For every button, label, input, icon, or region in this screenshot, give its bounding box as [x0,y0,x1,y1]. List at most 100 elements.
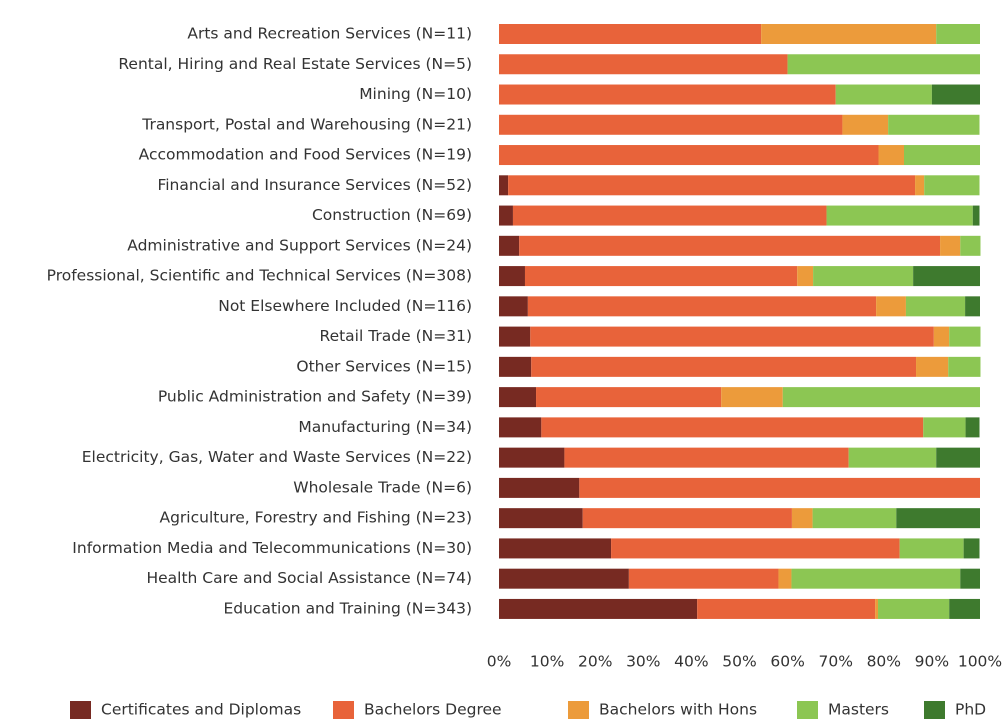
category-label: Professional, Scientific and Technical S… [47,267,472,285]
category-label: Health Care and Social Assistance (N=74) [146,569,472,587]
bar-segment [531,356,917,377]
bar-segment [541,417,924,438]
bar-segment [913,266,980,287]
category-label: Financial and Insurance Services (N=52) [157,176,472,194]
bar-segment [499,387,537,408]
bar-segment [499,205,513,226]
bar-segment [905,296,966,317]
bar-segment [936,24,980,44]
bar-segment [915,175,925,196]
bar-segment [916,356,949,377]
bar-segment [924,175,980,196]
legend-swatch [797,701,818,719]
bar-segment [842,114,889,135]
bar-segment [499,266,525,287]
bar-segment [848,447,937,468]
bar-segment [530,326,934,347]
legend-swatch [70,701,91,719]
x-tick-label: 80% [867,653,901,671]
bar-segment [813,266,914,287]
bar-segment [778,568,792,589]
x-tick-label: 30% [626,653,660,671]
legend-label: PhD [955,701,986,719]
bar-segment [508,175,916,196]
category-label: Wholesale Trade (N=6) [293,478,472,496]
bar-segment [628,568,779,589]
bar-segment [949,326,981,347]
category-label: Agriculture, Forestry and Fishing (N=23) [159,509,472,527]
category-label: Arts and Recreation Services (N=11) [187,25,472,43]
category-label: Administrative and Support Services (N=2… [127,236,472,254]
bar-segment [936,447,980,468]
x-tick-label: 0% [487,653,512,671]
legend-label: Certificates and Diplomas [101,701,301,719]
category-label: Accommodation and Food Services (N=19) [139,146,472,164]
legend-label: Masters [828,701,889,719]
bar-segment [499,84,836,105]
bar-segment [826,205,973,226]
bar-segment [761,24,937,44]
bar-segment [876,296,906,317]
category-label: Public Administration and Safety (N=39) [158,388,472,406]
bar-segment [499,568,629,589]
bar-segment [960,235,981,256]
bar-segment [499,598,698,619]
category-label: Retail Trade (N=31) [320,327,473,345]
bar-segment [812,508,897,529]
x-tick-label: 70% [818,653,852,671]
bar-segment [835,84,932,105]
bar-segment [875,598,879,619]
category-label: Mining (N=10) [359,85,472,103]
bar-segment [499,24,762,44]
bar-segment [949,598,980,619]
category-label: Construction (N=69) [312,206,472,224]
bar-segment [499,508,583,529]
x-tick-label: 10% [530,653,564,671]
legend-swatch [924,701,945,719]
x-tick-label: 60% [770,653,804,671]
bar-segment [948,356,981,377]
bar-segment [499,145,879,166]
bar-segment [527,296,877,317]
bar-segment [499,326,531,347]
bar-segment [931,84,980,105]
bar-segment [499,477,580,498]
category-label: Transport, Postal and Warehousing (N=21) [141,115,472,133]
bar-segment [797,266,814,287]
x-tick-label: 50% [722,653,756,671]
bar-segment [782,387,980,408]
category-label: Electricity, Gas, Water and Waste Servic… [82,448,472,466]
bar-segment [878,598,950,619]
bar-segment [721,387,783,408]
x-tick-label: 90% [915,653,949,671]
bar-segment [791,508,813,529]
category-label: Information Media and Telecommunications… [72,539,472,557]
legend-swatch [333,701,354,719]
bar-segment [499,235,520,256]
bar-segment [499,538,612,559]
bar-segment [896,508,980,529]
bar-segment [899,538,964,559]
bar-segment [940,235,961,256]
bar-segment [965,296,980,317]
bar-segment [499,114,843,135]
bar-segment [965,417,980,438]
bar-segment [697,598,876,619]
x-tick-label: 100% [958,653,1002,671]
bar-segment [499,417,542,438]
category-label: Other Services (N=15) [296,357,472,375]
bar-segment [791,568,961,589]
bar-segment [963,538,980,559]
bar-segment [888,114,980,135]
bar-segment [579,477,980,498]
bar-segment [512,205,827,226]
x-tick-label: 40% [674,653,708,671]
bar-segment [536,387,722,408]
bar-segment [519,235,941,256]
bar-segment [972,205,980,226]
legend-label: Bachelors Degree [364,701,502,719]
bar-segment [582,508,792,529]
category-label: Not Elsewhere Included (N=116) [218,297,472,315]
bar-segment [499,54,788,75]
